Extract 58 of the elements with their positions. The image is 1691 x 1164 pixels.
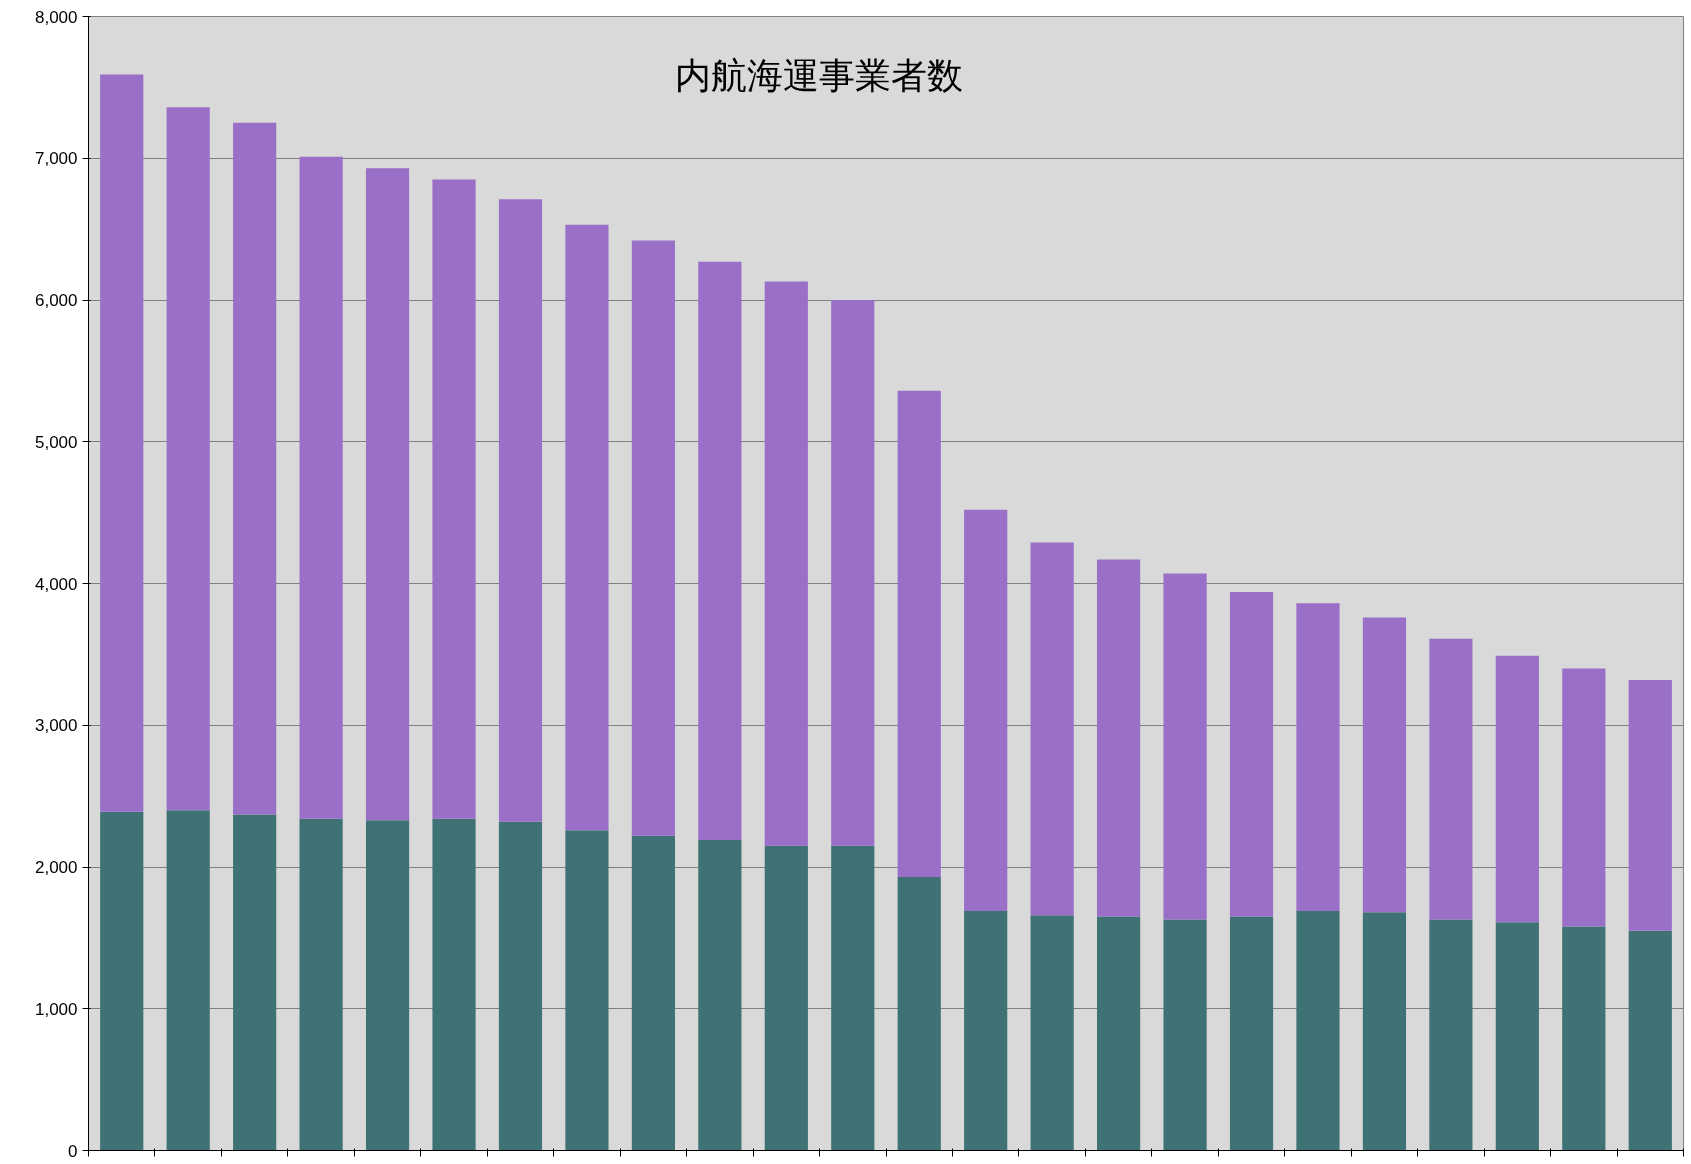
bar — [166, 107, 210, 811]
bar — [233, 814, 277, 1151]
y-tick-label: 8,000 — [34, 7, 78, 27]
bar — [764, 845, 808, 1151]
y-tick-label: 0 — [68, 1141, 78, 1161]
y-tick-label: 4,000 — [34, 574, 78, 594]
bar — [1296, 910, 1340, 1151]
bar — [1163, 573, 1207, 920]
bar — [897, 390, 941, 877]
y-tick-label: 6,000 — [34, 291, 78, 310]
bar — [432, 179, 476, 819]
bar — [831, 845, 875, 1151]
y-tick-label: 5,000 — [34, 432, 78, 452]
bar — [100, 74, 144, 812]
bar — [631, 835, 675, 1151]
bar — [1030, 915, 1074, 1151]
bar — [1429, 638, 1473, 920]
bar — [1163, 919, 1207, 1151]
bar — [764, 281, 808, 846]
bar — [233, 122, 277, 815]
bar — [897, 876, 941, 1151]
bar — [299, 818, 343, 1151]
bar — [565, 224, 609, 831]
bar — [498, 821, 543, 1151]
y-tick-label: 2,000 — [34, 858, 78, 877]
bar — [365, 820, 410, 1151]
bar — [365, 168, 410, 821]
bar — [964, 509, 1008, 911]
bar — [1229, 592, 1274, 917]
bar — [698, 840, 742, 1151]
bar — [1562, 668, 1606, 927]
bar — [1296, 603, 1340, 911]
bar — [1097, 559, 1141, 917]
bar — [1429, 919, 1473, 1151]
bar — [166, 810, 210, 1151]
bar — [432, 818, 476, 1151]
bar — [1562, 926, 1606, 1151]
y-tick-label: 1,000 — [34, 999, 78, 1019]
y-tick-label: 3,000 — [34, 716, 78, 736]
bar — [698, 261, 742, 841]
bar — [1628, 679, 1672, 931]
bar — [1495, 922, 1539, 1151]
bar — [1030, 542, 1074, 916]
bar — [1229, 916, 1274, 1151]
text: 内航海運事業者数 — [674, 55, 963, 96]
y-tick-label: 7,000 — [34, 149, 78, 169]
bar — [498, 199, 543, 822]
bar — [299, 156, 343, 819]
bar — [565, 830, 609, 1151]
bar — [1362, 617, 1407, 913]
bar — [1628, 930, 1672, 1151]
bar — [1495, 655, 1539, 923]
bar — [100, 811, 144, 1151]
bar — [831, 300, 875, 846]
bar — [631, 240, 675, 836]
bar — [964, 910, 1008, 1151]
bar — [1362, 912, 1407, 1151]
bar — [1097, 916, 1141, 1151]
